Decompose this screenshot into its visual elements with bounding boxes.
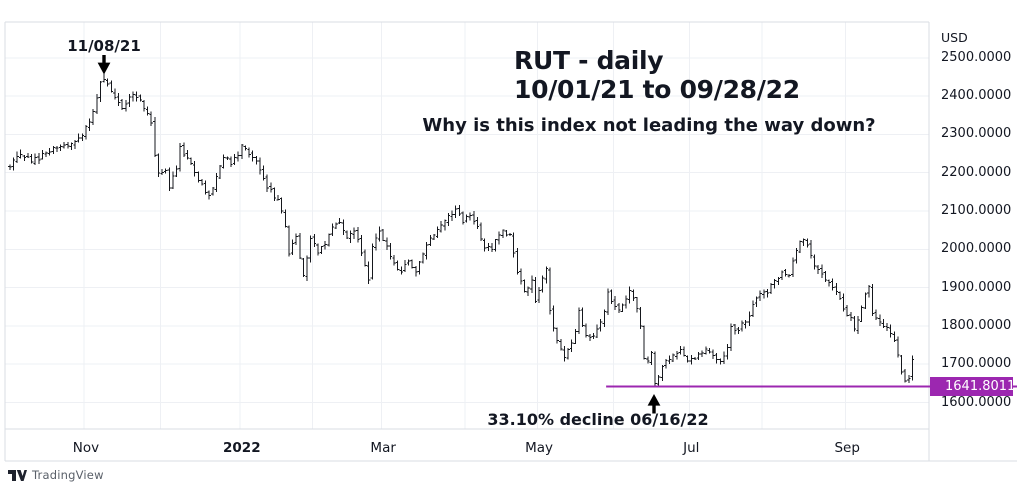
- chart-title: RUT - daily 10/01/21 to 09/28/22: [514, 46, 800, 104]
- chart-title-line2: 10/01/21 to 09/28/22: [514, 75, 800, 104]
- price-tick-label: 2400.0000: [941, 88, 1012, 104]
- chart-subtitle: Why is this index not leading the way do…: [422, 115, 876, 136]
- price-axis-currency-label: USD: [941, 30, 968, 45]
- price-tick-label: 1900.0000: [941, 279, 1012, 295]
- time-tick-label: Nov: [72, 440, 100, 456]
- annotation-trough-decline: 33.10% decline 06/16/22: [487, 410, 709, 429]
- down-arrow-icon: [97, 55, 111, 75]
- price-tick-label: 2300.0000: [941, 126, 1012, 142]
- tradingview-brand-text: TradingView: [32, 468, 104, 482]
- price-tick-label: 2100.0000: [941, 203, 1012, 218]
- price-tick-label: 2500.0000: [941, 49, 1012, 65]
- annotation-peak-date: 11/08/21: [67, 37, 141, 55]
- time-tick-label: Jul: [683, 440, 700, 456]
- time-tick-label: Sep: [834, 440, 860, 456]
- price-tick-label: 1800.0000: [941, 317, 1012, 333]
- time-tick-label: May: [525, 440, 554, 456]
- price-tick-label: 2000.0000: [941, 241, 1012, 257]
- tradingview-watermark[interactable]: TradingView: [8, 468, 104, 482]
- up-arrow-icon: [647, 394, 661, 414]
- time-tick-label: Mar: [370, 440, 396, 456]
- price-tick-label: 1700.0000: [941, 356, 1012, 372]
- tradingview-logo-icon: [8, 469, 27, 481]
- price-tick-label: 2200.0000: [941, 164, 1012, 180]
- chart-title-line1: RUT - daily: [514, 46, 664, 75]
- price-line-label[interactable]: 1641.8011: [930, 376, 1015, 396]
- price-tick-label: 1600.0000: [941, 394, 1012, 410]
- time-tick-label: 2022: [223, 440, 261, 456]
